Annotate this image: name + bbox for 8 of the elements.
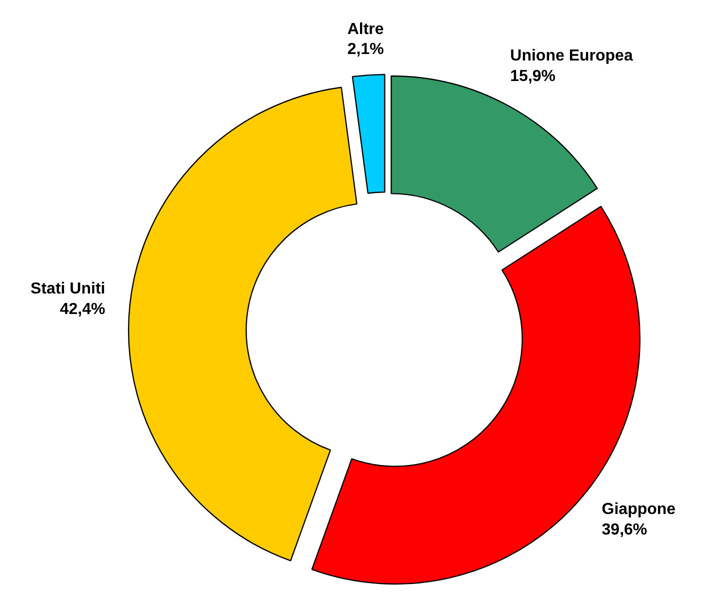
- slice-label: Altre: [347, 20, 384, 38]
- data-label: 39,6%: [602, 521, 648, 538]
- slice-label: Stati Uniti: [30, 280, 106, 298]
- data-label: 2,1%: [347, 41, 384, 58]
- slice-label: Giappone: [602, 500, 676, 518]
- data-label: 42,4%: [60, 301, 106, 318]
- slice-label: Unione Europea: [510, 48, 633, 65]
- data-label: 15,9%: [510, 68, 556, 86]
